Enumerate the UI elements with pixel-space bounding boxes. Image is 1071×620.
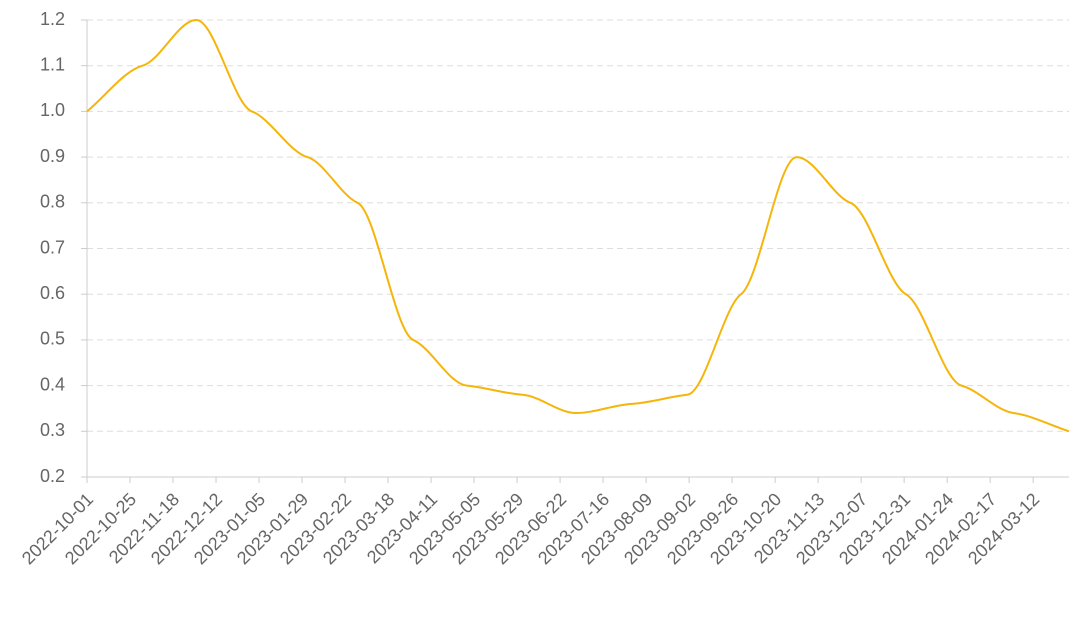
y-tick-label: 0.5 — [40, 329, 65, 349]
y-tick-label: 0.8 — [40, 192, 65, 212]
y-tick-label: 0.9 — [40, 146, 65, 166]
y-tick-label: 1.0 — [40, 100, 65, 120]
line — [86, 18, 1070, 433]
y-tick-label: 0.6 — [40, 283, 65, 303]
y-tick-label: 0.4 — [40, 374, 65, 394]
y-tick-label: 0.7 — [40, 237, 65, 257]
y-tick-label: 0.3 — [40, 420, 65, 440]
y-tick-label: 0.2 — [40, 466, 65, 486]
y-tick-label: 1.2 — [40, 9, 65, 29]
y-tick-label: 1.1 — [40, 54, 65, 74]
